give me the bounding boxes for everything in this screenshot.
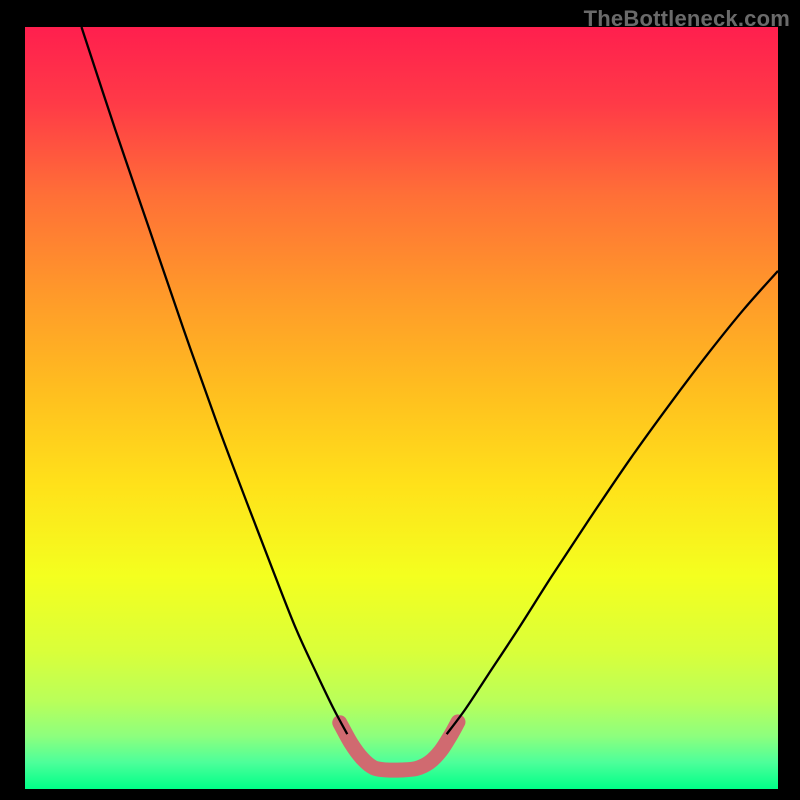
curve-right-path	[447, 271, 778, 734]
curve-left-path	[81, 27, 347, 734]
chart-canvas: TheBottleneck.com	[0, 0, 800, 800]
plot-area	[25, 27, 778, 789]
curve-svg	[25, 27, 778, 789]
valley-highlight-path	[340, 722, 458, 770]
